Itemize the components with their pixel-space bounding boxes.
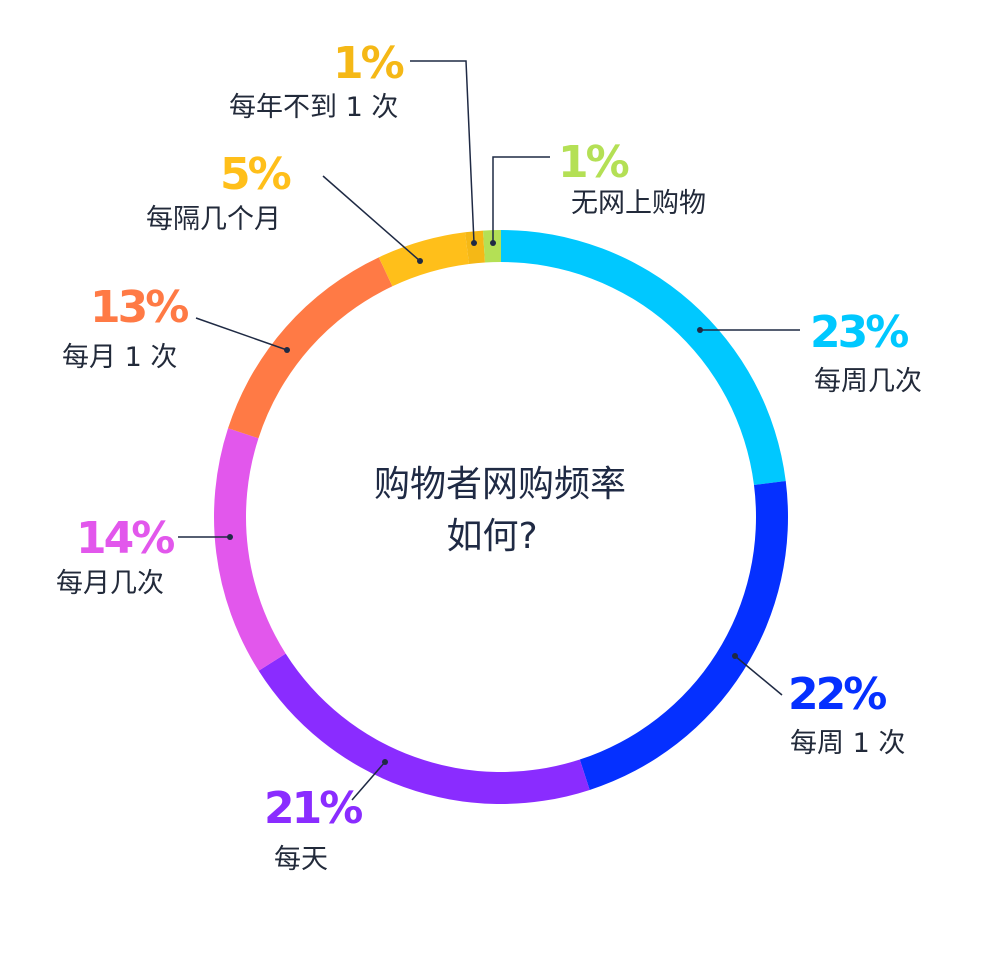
slice-category-label: 每周 1 次 <box>790 728 905 759</box>
slice-category-label: 每年不到 1 次 <box>229 92 398 123</box>
slice-percent-label: 21% <box>264 783 362 834</box>
slice-category-label: 每月 1 次 <box>62 342 177 373</box>
leader-dot <box>227 534 233 540</box>
leader-dot <box>697 327 703 333</box>
leader-dot <box>490 240 496 246</box>
leader-line <box>410 60 475 244</box>
donut-slice <box>501 230 786 486</box>
donut-ring <box>214 230 789 804</box>
leader-line <box>322 175 421 262</box>
leader-line <box>734 655 783 696</box>
leader-dot <box>417 258 423 264</box>
donut-slice <box>214 428 286 671</box>
leader-line <box>492 156 550 243</box>
donut-slice <box>482 230 501 263</box>
slice-percent-label: 23% <box>810 307 908 358</box>
chart-title-line1: 购物者网购频率 <box>374 464 626 505</box>
slice-percent-label: 1% <box>558 137 629 188</box>
donut-slice <box>228 257 393 439</box>
slice-percent-label: 5% <box>220 149 291 200</box>
slice-percent-label: 22% <box>788 669 886 720</box>
leader-lines <box>178 60 800 801</box>
slice-category-label: 每周几次 <box>814 366 922 397</box>
slice-percent-label: 13% <box>90 282 188 333</box>
chart-title-line2: 如何? <box>446 516 537 557</box>
leader-dot <box>471 240 477 246</box>
donut-slice <box>258 653 590 804</box>
slice-percent-label: 1% <box>333 38 404 89</box>
slice-labels: 23% 每周几次 22% 每周 1 次 21% 每天 14% 每月几次 13% 每月 1 次 5% 每… <box>56 38 922 875</box>
slice-category-label: 每天 <box>274 844 328 875</box>
slice-percent-label: 14% <box>76 513 174 564</box>
leader-dot <box>732 653 738 659</box>
slice-category-label: 每月几次 <box>56 568 164 599</box>
leader-dot <box>382 759 388 765</box>
leader-line <box>351 761 386 801</box>
slice-category-label: 每隔几个月 <box>146 204 281 235</box>
donut-slice <box>579 481 789 790</box>
donut-slice <box>465 230 485 265</box>
donut-slice <box>378 232 470 287</box>
slice-category-label: 无网上购物 <box>571 188 706 219</box>
leader-line <box>195 317 288 351</box>
leader-dot <box>284 347 290 353</box>
